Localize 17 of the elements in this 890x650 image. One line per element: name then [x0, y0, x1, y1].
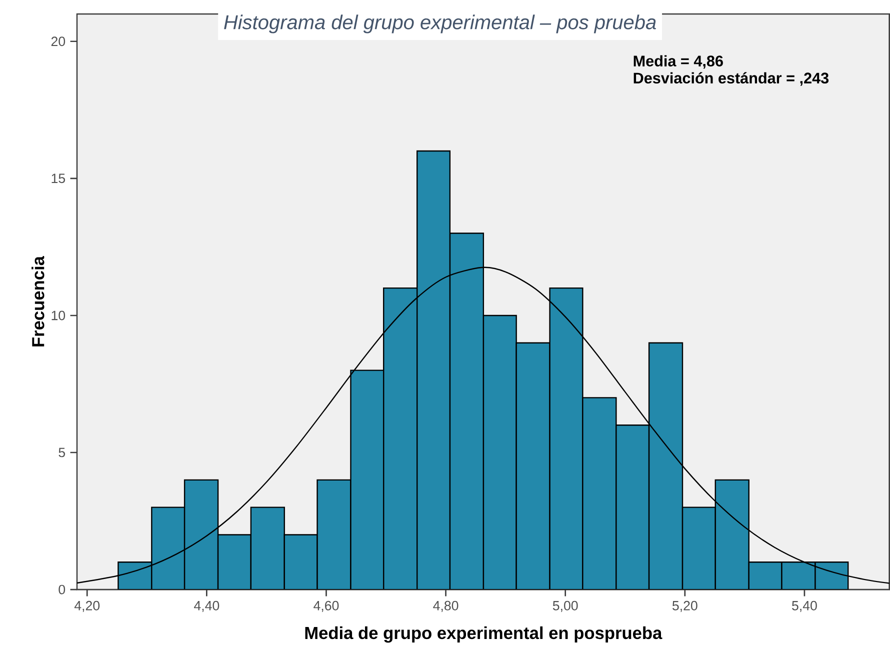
annotation: Media = 4,86 [634, 55, 723, 69]
y-tick-label: 15 [52, 174, 66, 184]
y-tick-label: 5 [58, 448, 66, 458]
y-tick-label: 0 [58, 585, 66, 595]
y-tick-label: 10 [52, 311, 66, 320]
annotation: Desviación estándar = ,243 [634, 72, 829, 86]
x-tick-label: 5,20 [672, 601, 698, 612]
y-tick-label: 20 [51, 36, 66, 46]
x-tick-label: 4,80 [433, 601, 458, 612]
chart-title: Histograma del grupo experimental – pos prueba [224, 14, 656, 34]
y-axis-title: Frecuencia [32, 256, 44, 347]
x-tick-label: 4,20 [74, 601, 100, 612]
x-tick-label: 5,40 [792, 601, 817, 612]
x-tick-label: 4,60 [314, 601, 339, 612]
x-tick-label: 5,00 [552, 601, 578, 612]
x-tick-label: 4,40 [194, 601, 220, 612]
x-axis-title: Media de grupo experimental en posprueba [305, 626, 662, 643]
